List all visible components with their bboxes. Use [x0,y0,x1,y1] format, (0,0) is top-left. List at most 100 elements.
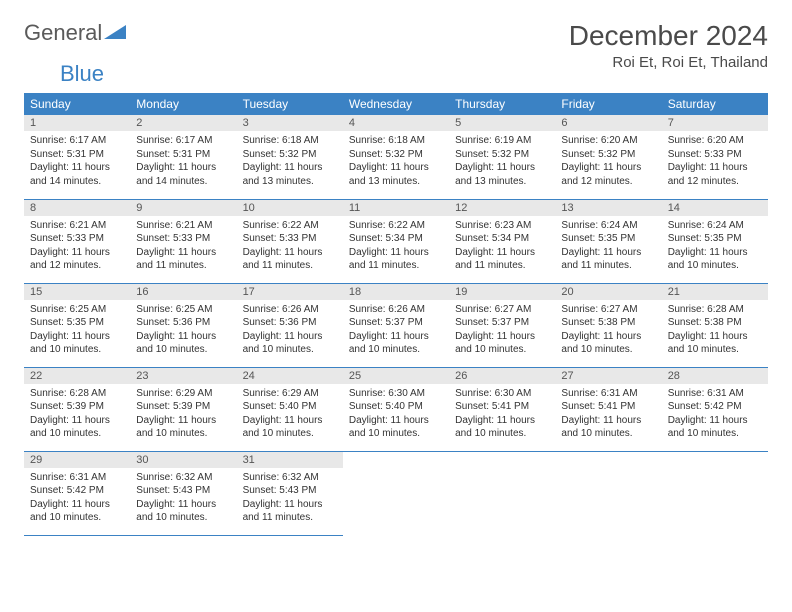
sunset-text: Sunset: 5:40 PM [243,400,337,414]
sunrise-text: Sunrise: 6:25 AM [30,303,124,317]
day-content: Sunrise: 6:24 AMSunset: 5:35 PMDaylight:… [662,216,768,276]
day-cell: 9Sunrise: 6:21 AMSunset: 5:33 PMDaylight… [130,199,236,283]
sunrise-text: Sunrise: 6:30 AM [455,387,549,401]
day-number: 6 [555,115,661,131]
sunrise-text: Sunrise: 6:29 AM [136,387,230,401]
sunrise-text: Sunrise: 6:17 AM [30,134,124,148]
day-number: 10 [237,200,343,216]
day-header: Saturday [662,93,768,115]
day-header: Wednesday [343,93,449,115]
sunset-text: Sunset: 5:35 PM [668,232,762,246]
daylight-text: Daylight: 11 hours and 10 minutes. [136,498,230,525]
daylight-text: Daylight: 11 hours and 10 minutes. [30,498,124,525]
day-header: Sunday [24,93,130,115]
daylight-text: Daylight: 11 hours and 11 minutes. [243,498,337,525]
day-number: 26 [449,368,555,384]
day-content: Sunrise: 6:25 AMSunset: 5:35 PMDaylight:… [24,300,130,360]
day-number: 21 [662,284,768,300]
daylight-text: Daylight: 11 hours and 10 minutes. [668,414,762,441]
sunset-text: Sunset: 5:41 PM [455,400,549,414]
daylight-text: Daylight: 11 hours and 10 minutes. [455,414,549,441]
day-cell: 22Sunrise: 6:28 AMSunset: 5:39 PMDayligh… [24,367,130,451]
sunrise-text: Sunrise: 6:29 AM [243,387,337,401]
day-cell: 29Sunrise: 6:31 AMSunset: 5:42 PMDayligh… [24,451,130,535]
day-number: 18 [343,284,449,300]
day-cell: 10Sunrise: 6:22 AMSunset: 5:33 PMDayligh… [237,199,343,283]
daylight-text: Daylight: 11 hours and 10 minutes. [668,330,762,357]
day-cell: 2Sunrise: 6:17 AMSunset: 5:31 PMDaylight… [130,115,236,199]
day-number: 31 [237,452,343,468]
day-content: Sunrise: 6:20 AMSunset: 5:33 PMDaylight:… [662,131,768,191]
day-cell: 15Sunrise: 6:25 AMSunset: 5:35 PMDayligh… [24,283,130,367]
day-cell: 12Sunrise: 6:23 AMSunset: 5:34 PMDayligh… [449,199,555,283]
sunset-text: Sunset: 5:33 PM [243,232,337,246]
day-cell: 7Sunrise: 6:20 AMSunset: 5:33 PMDaylight… [662,115,768,199]
daylight-text: Daylight: 11 hours and 14 minutes. [136,161,230,188]
day-cell: 20Sunrise: 6:27 AMSunset: 5:38 PMDayligh… [555,283,661,367]
day-number: 27 [555,368,661,384]
sunset-text: Sunset: 5:40 PM [349,400,443,414]
sunset-text: Sunset: 5:42 PM [668,400,762,414]
sunset-text: Sunset: 5:36 PM [136,316,230,330]
sunset-text: Sunset: 5:35 PM [30,316,124,330]
sunset-text: Sunset: 5:33 PM [136,232,230,246]
day-content: Sunrise: 6:17 AMSunset: 5:31 PMDaylight:… [24,131,130,191]
day-number: 2 [130,115,236,131]
day-content: Sunrise: 6:18 AMSunset: 5:32 PMDaylight:… [237,131,343,191]
sunset-text: Sunset: 5:43 PM [243,484,337,498]
day-number: 16 [130,284,236,300]
daylight-text: Daylight: 11 hours and 10 minutes. [30,414,124,441]
day-cell: 31Sunrise: 6:32 AMSunset: 5:43 PMDayligh… [237,451,343,535]
day-content: Sunrise: 6:29 AMSunset: 5:39 PMDaylight:… [130,384,236,444]
sunrise-text: Sunrise: 6:28 AM [30,387,124,401]
day-content: Sunrise: 6:32 AMSunset: 5:43 PMDaylight:… [130,468,236,528]
daylight-text: Daylight: 11 hours and 10 minutes. [561,330,655,357]
day-cell: 6Sunrise: 6:20 AMSunset: 5:32 PMDaylight… [555,115,661,199]
sunrise-text: Sunrise: 6:32 AM [136,471,230,485]
sunset-text: Sunset: 5:34 PM [455,232,549,246]
day-content: Sunrise: 6:27 AMSunset: 5:38 PMDaylight:… [555,300,661,360]
daylight-text: Daylight: 11 hours and 10 minutes. [668,246,762,273]
day-cell: 3Sunrise: 6:18 AMSunset: 5:32 PMDaylight… [237,115,343,199]
day-content: Sunrise: 6:19 AMSunset: 5:32 PMDaylight:… [449,131,555,191]
day-number: 19 [449,284,555,300]
daylight-text: Daylight: 11 hours and 10 minutes. [136,414,230,441]
day-cell: 13Sunrise: 6:24 AMSunset: 5:35 PMDayligh… [555,199,661,283]
day-content: Sunrise: 6:21 AMSunset: 5:33 PMDaylight:… [24,216,130,276]
day-number: 28 [662,368,768,384]
day-number: 29 [24,452,130,468]
day-content: Sunrise: 6:30 AMSunset: 5:41 PMDaylight:… [449,384,555,444]
sunset-text: Sunset: 5:35 PM [561,232,655,246]
day-number: 4 [343,115,449,131]
daylight-text: Daylight: 11 hours and 13 minutes. [243,161,337,188]
sunrise-text: Sunrise: 6:27 AM [561,303,655,317]
day-content: Sunrise: 6:22 AMSunset: 5:34 PMDaylight:… [343,216,449,276]
day-cell: 18Sunrise: 6:26 AMSunset: 5:37 PMDayligh… [343,283,449,367]
day-content: Sunrise: 6:25 AMSunset: 5:36 PMDaylight:… [130,300,236,360]
day-content: Sunrise: 6:18 AMSunset: 5:32 PMDaylight:… [343,131,449,191]
day-content: Sunrise: 6:21 AMSunset: 5:33 PMDaylight:… [130,216,236,276]
day-number: 30 [130,452,236,468]
daylight-text: Daylight: 11 hours and 11 minutes. [243,246,337,273]
day-number: 9 [130,200,236,216]
day-content: Sunrise: 6:31 AMSunset: 5:42 PMDaylight:… [24,468,130,528]
sunrise-text: Sunrise: 6:18 AM [243,134,337,148]
logo-triangle-icon [104,23,126,44]
sunrise-text: Sunrise: 6:21 AM [30,219,124,233]
logo-text-blue: Blue [60,61,104,86]
day-number: 15 [24,284,130,300]
daylight-text: Daylight: 11 hours and 10 minutes. [349,330,443,357]
day-header: Monday [130,93,236,115]
day-number: 5 [449,115,555,131]
sunset-text: Sunset: 5:33 PM [668,148,762,162]
sunset-text: Sunset: 5:41 PM [561,400,655,414]
day-cell: 27Sunrise: 6:31 AMSunset: 5:41 PMDayligh… [555,367,661,451]
sunrise-text: Sunrise: 6:31 AM [668,387,762,401]
day-cell: 16Sunrise: 6:25 AMSunset: 5:36 PMDayligh… [130,283,236,367]
day-content: Sunrise: 6:29 AMSunset: 5:40 PMDaylight:… [237,384,343,444]
day-cell: 30Sunrise: 6:32 AMSunset: 5:43 PMDayligh… [130,451,236,535]
day-cell: 26Sunrise: 6:30 AMSunset: 5:41 PMDayligh… [449,367,555,451]
day-cell: 17Sunrise: 6:26 AMSunset: 5:36 PMDayligh… [237,283,343,367]
day-content: Sunrise: 6:28 AMSunset: 5:38 PMDaylight:… [662,300,768,360]
day-number: 11 [343,200,449,216]
